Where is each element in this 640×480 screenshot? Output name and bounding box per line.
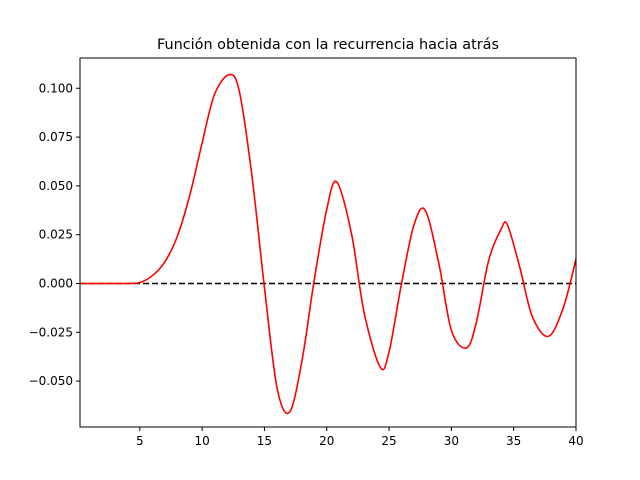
series-layer — [79, 73, 577, 415]
y-tick-label: −0.050 — [29, 374, 73, 388]
function-line — [79, 73, 577, 415]
plot-frame — [79, 57, 577, 428]
x-axis-ticks: 5 10 15 20 25 30 35 40 — [136, 427, 584, 448]
y-tick-label: 0.050 — [39, 179, 73, 193]
y-tick-label: −0.025 — [29, 325, 73, 339]
x-tick-label: 10 — [194, 434, 209, 448]
y-tick-label: 0.000 — [39, 277, 73, 291]
x-tick-label: 25 — [381, 434, 396, 448]
x-tick-label: 35 — [506, 434, 521, 448]
x-tick-label: 20 — [319, 434, 334, 448]
chart-title: Función obtenida con la recurrencia haci… — [157, 37, 499, 53]
y-axis-ticks: −0.050 −0.025 0.000 0.025 0.050 0.075 0.100 — [29, 81, 80, 388]
x-tick-label: 40 — [568, 434, 583, 448]
x-tick-label: 5 — [136, 434, 144, 448]
y-tick-label: 0.025 — [39, 228, 73, 242]
x-tick-label: 15 — [257, 434, 272, 448]
x-tick-label: 30 — [444, 434, 459, 448]
y-tick-label: 0.100 — [39, 81, 73, 95]
y-tick-label: 0.075 — [39, 130, 73, 144]
